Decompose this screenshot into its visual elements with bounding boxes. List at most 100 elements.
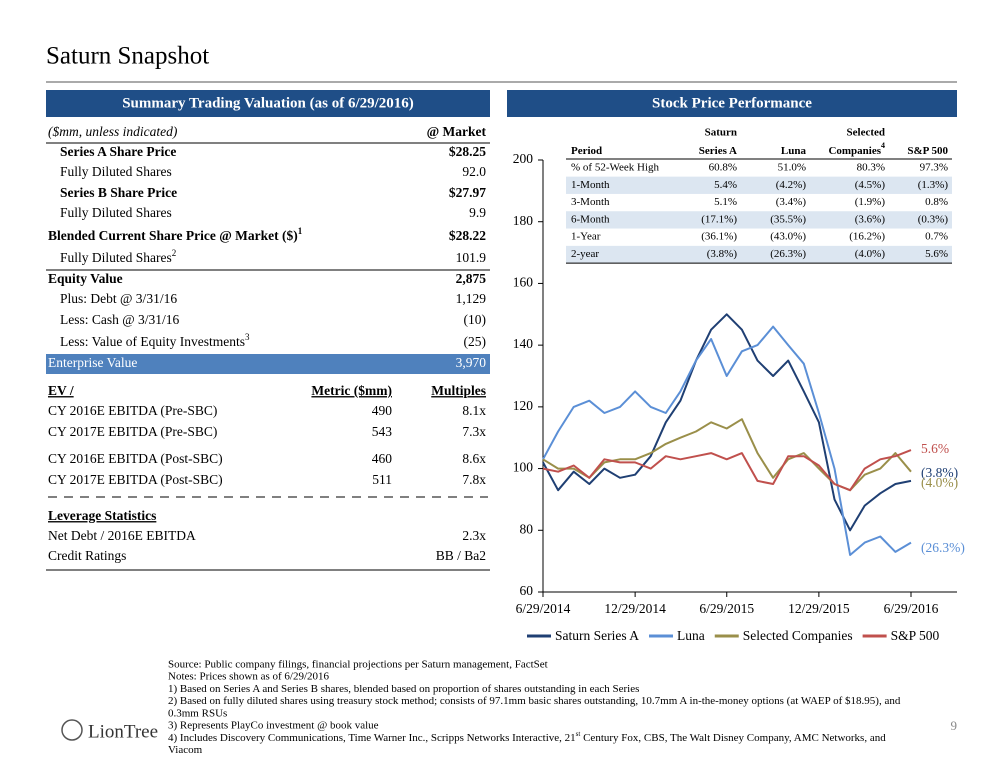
superscript: 4 — [881, 141, 885, 150]
row-label-text: Less: Cash @ 3/31/16 — [60, 312, 180, 327]
table-cell: (17.1%) — [701, 213, 737, 225]
table-column-text: Luna — [781, 145, 807, 157]
ev-cell: 460 — [372, 451, 393, 466]
table-bg — [566, 126, 952, 264]
y-tick-label: 200 — [513, 151, 534, 166]
end-label: 5.6% — [921, 441, 949, 456]
row-label-text: Equity Value — [48, 271, 123, 286]
footnote: 0.3mm RSUs — [168, 707, 227, 719]
table-column-heading: Luna — [781, 145, 807, 157]
chart-title: Stock Price Performance — [652, 95, 812, 111]
row-value: $28.22 — [449, 228, 486, 243]
table-cell: 0.7% — [925, 231, 948, 243]
page-number: 9 — [951, 718, 958, 733]
table-cell: (4.2%) — [776, 179, 807, 191]
ev-cell: CY 2017E EBITDA (Pre-SBC) — [48, 424, 217, 439]
table-cell: 5.4% — [714, 179, 737, 191]
logo: LionTree — [61, 719, 158, 742]
table-column-heading: S&P 500 — [907, 145, 948, 157]
footnote: Viacom — [168, 744, 203, 756]
ev-cell: 7.3x — [462, 424, 486, 439]
ev-cell: 543 — [372, 424, 393, 439]
table-cell: % of 52-Week High — [571, 162, 660, 174]
table-cell: (35.5%) — [770, 213, 806, 225]
table-column-heading: Series A — [699, 145, 737, 157]
table-cell: (1.3%) — [918, 179, 949, 191]
ev-cell: 511 — [372, 472, 392, 487]
table-cell: (4.0%) — [855, 248, 886, 260]
table-row-shade — [566, 176, 952, 194]
table-cell: (3.4%) — [776, 196, 807, 208]
row-label: Blended Current Share Price @ Market ($)… — [48, 226, 303, 243]
x-tick-label: 6/29/2016 — [884, 601, 939, 616]
row-label-text: Series A Share Price — [60, 144, 176, 159]
table-cell: 97.3% — [920, 162, 948, 174]
row-value: 1,129 — [456, 291, 487, 306]
ev-column-heading: Multiples — [431, 383, 486, 398]
series-line — [542, 418, 912, 492]
table-cell: 80.3% — [857, 162, 885, 174]
panel-heading: Summary Trading Valuation (as of 6/29/20… — [122, 95, 414, 111]
table-cell: 5.6% — [925, 248, 948, 260]
table-cell: 2-year — [571, 248, 599, 260]
table-column-text: Period — [571, 145, 602, 157]
row-value: $27.97 — [449, 185, 486, 200]
table-cell: 0.8% — [925, 196, 948, 208]
table-cell: 1-Year — [571, 231, 601, 243]
logo-mark — [61, 719, 83, 741]
table-cell: (3.8%) — [707, 248, 738, 260]
table-cell: (36.1%) — [701, 231, 737, 243]
footnote: 4) Includes Discovery Communications, Ti… — [168, 730, 886, 744]
footnote: 3) Represents PlayCo investment @ book v… — [168, 720, 379, 732]
ev-cell: CY 2016E EBITDA (Pre-SBC) — [48, 403, 217, 418]
unit-note: ($mm, unless indicated) — [48, 124, 178, 139]
series-line — [542, 313, 912, 532]
table-column-text: Companies — [828, 145, 881, 157]
footnote: Notes: Prices shown as of 6/29/2016 — [168, 671, 330, 683]
y-tick-label: 160 — [513, 275, 534, 290]
superscript: 2 — [172, 248, 177, 258]
table-row-shade — [566, 211, 952, 229]
table-cell: 6-Month — [571, 213, 610, 225]
table-row-shade — [566, 245, 952, 264]
y-tick-label: 100 — [513, 460, 534, 475]
table-cell: 60.8% — [709, 162, 737, 174]
table-cell: (0.3%) — [918, 213, 949, 225]
y-tick-label: 180 — [513, 213, 534, 228]
table-cell: (16.2%) — [849, 231, 885, 243]
table-cell: (4.5%) — [855, 179, 886, 191]
row-label: Fully Diluted Shares2 — [60, 248, 176, 265]
table-top-heading: Selected — [847, 127, 885, 139]
row-label: Enterprise Value — [48, 355, 137, 370]
footnotes: Source: Public company filings, financia… — [168, 659, 901, 756]
table-column-heading: Period — [571, 145, 602, 157]
ev-cell: CY 2016E EBITDA (Post-SBC) — [48, 451, 223, 466]
footnote-text: 4) Includes Discovery Communications, Ti… — [168, 732, 576, 744]
row-value: (10) — [464, 312, 487, 327]
legend-label: S&P 500 — [891, 628, 940, 643]
row-label: Plus: Debt @ 3/31/16 — [60, 291, 177, 306]
superscript: st — [576, 730, 581, 738]
table-cell: 51.0% — [778, 162, 806, 174]
x-tick-label: 6/29/2014 — [516, 601, 571, 616]
row-value: 92.0 — [462, 164, 486, 179]
table-cell: 1-Month — [571, 179, 610, 191]
panel-header — [507, 90, 957, 117]
row-label: Less: Value of Equity Investments3 — [60, 332, 250, 349]
x-tick-label: 12/29/2014 — [604, 601, 666, 616]
row-label-text: Fully Diluted Shares — [60, 250, 172, 265]
end-label: (26.3%) — [921, 540, 965, 555]
footnote: 1) Based on Series A and Series B shares… — [168, 683, 639, 695]
row-value: $28.25 — [449, 144, 486, 159]
table-column-heading: Companies4 — [828, 141, 885, 156]
superscript: 3 — [245, 332, 250, 342]
series-line — [542, 325, 912, 556]
row-label-text: Series B Share Price — [60, 185, 177, 200]
table-cell: 5.1% — [714, 196, 737, 208]
logo-text: LionTree — [88, 721, 158, 742]
ev-cell: 490 — [372, 403, 393, 418]
leverage-label: Net Debt / 2016E EBITDA — [48, 528, 196, 543]
row-value: 2,875 — [456, 271, 487, 286]
y-tick-label: 80 — [520, 521, 534, 536]
